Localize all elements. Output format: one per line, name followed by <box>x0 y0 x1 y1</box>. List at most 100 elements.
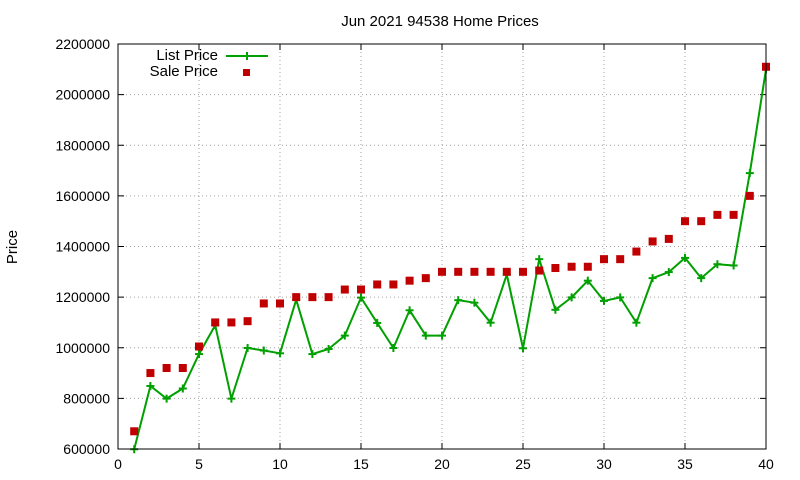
x-tick-label: 15 <box>353 456 369 472</box>
y-tick-label: 1800000 <box>55 137 110 153</box>
list-price-point <box>227 394 236 403</box>
sale-price-point <box>324 293 333 302</box>
list-price-point <box>389 344 398 353</box>
sale-price-point <box>130 427 139 436</box>
y-tick-label: 2000000 <box>55 87 110 103</box>
list-price-point <box>519 344 527 353</box>
sale-price-point <box>713 210 722 219</box>
list-price-point <box>729 261 738 270</box>
y-tick-label: 1000000 <box>55 340 110 356</box>
sale-price-point <box>648 237 657 246</box>
x-tick-label: 30 <box>596 456 612 472</box>
sale-price-point <box>535 266 544 275</box>
sale-price-point <box>243 317 252 326</box>
x-axis-ticks: 0 5 10 15 20 25 30 35 40 <box>114 44 774 472</box>
sale-price-point <box>292 293 301 302</box>
sale-price-point <box>519 267 527 276</box>
legend-marker-sale-price <box>243 69 250 76</box>
y-tick-label: 2200000 <box>55 36 110 52</box>
list-price-line <box>133 69 767 450</box>
sale-price-point <box>664 234 673 243</box>
chart-title: Jun 2021 94538 Home Prices <box>341 13 539 30</box>
list-price-point <box>583 276 592 285</box>
sale-price-point <box>486 267 495 276</box>
legend-label-sale-price: Sale Price <box>150 63 218 80</box>
list-price-point <box>470 298 479 307</box>
sale-price-point <box>567 262 576 271</box>
sale-price-point <box>632 247 641 256</box>
list-price-point <box>664 268 673 277</box>
y-tick-label: 800000 <box>63 390 110 406</box>
list-price-point <box>276 349 284 358</box>
y-tick-label: 1600000 <box>55 188 110 204</box>
list-price-point <box>357 293 365 302</box>
x-tick-label: 40 <box>758 456 774 472</box>
sale-price-point <box>745 191 754 200</box>
list-price-point <box>308 350 317 359</box>
sale-price-point <box>454 267 463 276</box>
sale-price-point <box>502 267 511 276</box>
sale-price-point <box>438 267 446 276</box>
sale-price-point <box>195 342 203 351</box>
list-price-point <box>162 394 171 403</box>
list-price-point <box>243 344 252 353</box>
gridlines <box>118 44 766 449</box>
sale-price-point <box>389 280 398 289</box>
sale-price-point <box>551 264 560 273</box>
list-price-point <box>324 345 333 354</box>
list-price-point <box>648 274 657 283</box>
list-price-point <box>697 274 706 283</box>
y-axis-ticks: 600000 800000 1000000 1200000 1400000 1600000… <box>55 36 766 457</box>
list-price-point <box>438 331 446 340</box>
list-price-point <box>616 293 625 302</box>
sale-price-point <box>308 293 317 302</box>
sale-price-point <box>146 369 155 378</box>
sale-price-point <box>583 262 592 271</box>
list-price-point <box>745 169 754 178</box>
list-price-point <box>340 331 349 340</box>
sale-price-point <box>357 285 365 294</box>
sale-price-point <box>421 274 430 283</box>
list-price-point <box>178 384 187 393</box>
y-axis-label: Price <box>4 230 21 264</box>
list-price-point <box>259 346 268 355</box>
sale-price-point <box>373 280 382 289</box>
list-price-point <box>195 350 203 359</box>
list-price-point <box>681 253 689 262</box>
sale-price-point <box>211 318 220 327</box>
list-price-point <box>486 318 495 327</box>
sale-price-point <box>616 255 625 264</box>
list-price-point <box>632 318 641 327</box>
sale-price-point <box>276 299 284 308</box>
list-price-point <box>713 260 722 269</box>
sale-price-point <box>697 217 706 226</box>
sale-price-point <box>729 210 738 219</box>
y-tick-label: 1200000 <box>55 289 110 305</box>
sale-price-point <box>162 364 171 372</box>
legend-label-list-price: List Price <box>156 47 218 64</box>
sale-price-point <box>340 285 349 294</box>
x-tick-label: 5 <box>195 456 203 472</box>
x-tick-label: 0 <box>114 456 122 472</box>
sale-price-series <box>130 62 770 436</box>
y-tick-label: 1400000 <box>55 239 110 255</box>
plot-frame <box>117 43 767 450</box>
list-price-point <box>405 306 414 315</box>
list-price-point <box>600 296 608 305</box>
list-price-point <box>373 318 382 327</box>
sale-price-point <box>259 299 268 308</box>
x-tick-label: 25 <box>515 456 531 472</box>
list-price-point <box>454 296 463 305</box>
legend-marker-list-price <box>243 52 251 60</box>
sale-price-point <box>405 276 414 285</box>
list-price-point <box>551 305 560 314</box>
x-tick-label: 35 <box>677 456 693 472</box>
sale-price-point <box>470 267 479 276</box>
legend: List Price Sale Price <box>150 47 268 80</box>
list-price-point <box>146 381 155 390</box>
list-price-point <box>567 293 576 302</box>
list-price-series <box>130 65 770 454</box>
x-tick-label: 10 <box>272 456 288 472</box>
sale-price-point <box>227 318 236 327</box>
